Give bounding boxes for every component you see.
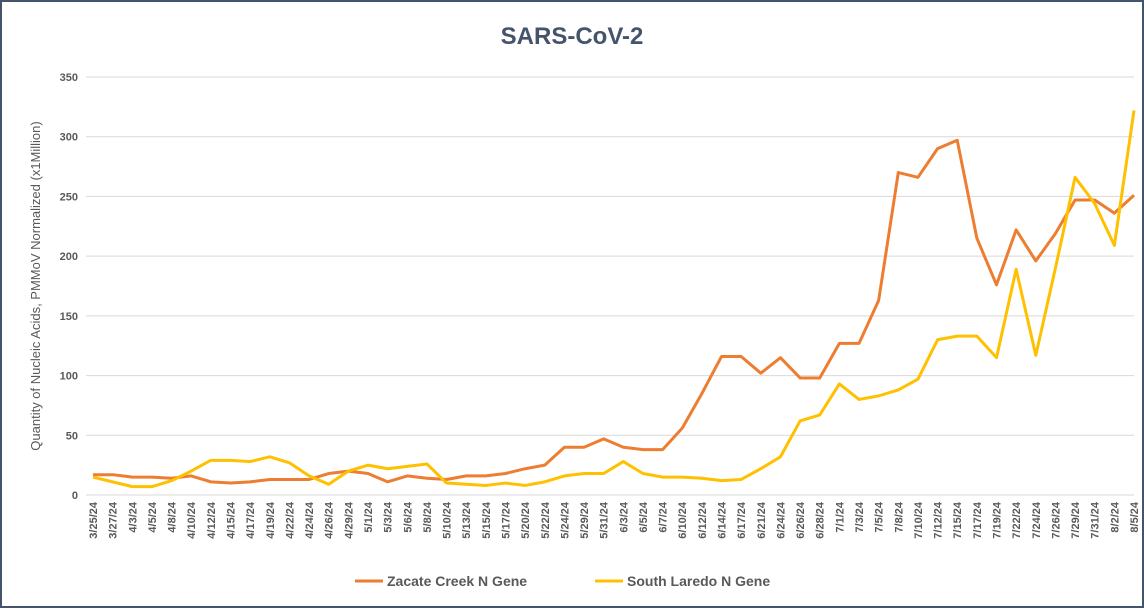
- x-tick-label: 7/8/24: [893, 501, 905, 532]
- x-tick-label: 7/1/24: [834, 501, 846, 532]
- x-tick-label: 6/28/24: [815, 501, 827, 539]
- x-tick-label: 4/17/24: [245, 501, 257, 539]
- y-tick-label: 300: [60, 132, 78, 144]
- x-tick-label: 8/2/24: [1109, 501, 1121, 532]
- x-tick-label: 5/6/24: [402, 501, 414, 532]
- x-tick-label: 4/8/24: [167, 501, 179, 532]
- x-tick-label: 6/7/24: [658, 501, 670, 532]
- x-tick-label: 5/22/24: [540, 501, 552, 539]
- y-tick-label: 350: [60, 72, 78, 84]
- x-tick-label: 5/20/24: [520, 501, 532, 539]
- x-tick-label: 5/8/24: [422, 501, 434, 532]
- x-tick-label: 5/17/24: [500, 501, 512, 539]
- x-tick-label: 4/22/24: [284, 501, 296, 539]
- x-tick-label: 7/26/24: [1050, 501, 1062, 539]
- line-series: [93, 138, 1136, 485]
- x-tick-label: 5/1/24: [363, 501, 375, 532]
- x-tick-label: 4/19/24: [265, 501, 277, 539]
- x-tick-label: 6/3/24: [618, 501, 630, 532]
- chart-title: SARS-CoV-2: [501, 23, 644, 50]
- x-tick-label: 5/15/24: [481, 501, 493, 539]
- x-tick-label: 6/14/24: [717, 501, 729, 539]
- x-tick-label: 7/17/24: [972, 501, 984, 539]
- y-tick-label: 250: [60, 191, 78, 203]
- y-tick-label: 150: [60, 311, 78, 323]
- x-tick-label: 7/5/24: [874, 501, 886, 532]
- legend-label: South Laredo N Gene: [627, 573, 770, 589]
- x-tick-label: 7/15/24: [952, 501, 964, 539]
- x-tick-label: 6/10/24: [677, 501, 689, 539]
- x-tick-label: 5/13/24: [461, 501, 473, 539]
- x-tick-label: 4/3/24: [127, 501, 139, 532]
- x-tick-label: 4/12/24: [206, 501, 218, 539]
- y-axis-title: Quantity of Nucleic Acids, PMMoV Normali…: [28, 121, 43, 450]
- x-tick-label: 6/24/24: [775, 501, 787, 539]
- y-tick-label: 0: [72, 490, 78, 502]
- x-tick-label: 5/29/24: [579, 501, 591, 539]
- x-tick-label: 7/12/24: [933, 501, 945, 539]
- x-tick-label: 8/5/24: [1129, 501, 1141, 532]
- x-tick-label: 5/24/24: [559, 501, 571, 539]
- x-tick-label: 7/24/24: [1031, 501, 1043, 539]
- x-tick-label: 7/29/24: [1070, 501, 1082, 539]
- x-tick-label: 6/5/24: [638, 501, 650, 532]
- x-tick-label: 4/24/24: [304, 501, 316, 539]
- x-tick-label: 4/15/24: [225, 501, 237, 539]
- x-tick-label: 6/12/24: [697, 501, 709, 539]
- x-tick-label: 7/10/24: [913, 501, 925, 539]
- x-tick-label: 7/31/24: [1090, 501, 1102, 539]
- x-tick-label: 7/19/24: [992, 501, 1004, 539]
- y-tick-label: 100: [60, 371, 78, 383]
- x-tick-label: 5/10/24: [442, 501, 454, 539]
- x-tick-label: 5/31/24: [599, 501, 611, 539]
- x-tick-label: 4/10/24: [186, 501, 198, 539]
- x-tick-label: 6/17/24: [736, 501, 748, 539]
- x-tick-label: 3/27/24: [108, 501, 120, 539]
- x-tick-label: 4/29/24: [343, 501, 355, 539]
- line-series: [92, 110, 1136, 489]
- x-tick-label: 5/3/24: [383, 501, 395, 532]
- y-tick-label: 50: [66, 430, 78, 442]
- x-tick-label: 4/5/24: [147, 501, 159, 532]
- x-tick-label: 3/25/24: [88, 501, 100, 539]
- x-tick-label: 6/21/24: [756, 501, 768, 539]
- legend-label: Zacate Creek N Gene: [387, 573, 527, 589]
- y-tick-label: 200: [60, 251, 78, 263]
- x-tick-label: 7/3/24: [854, 501, 866, 532]
- x-tick-label: 6/26/24: [795, 501, 807, 539]
- x-tick-label: 4/26/24: [324, 501, 336, 539]
- x-tick-label: 7/22/24: [1011, 501, 1023, 539]
